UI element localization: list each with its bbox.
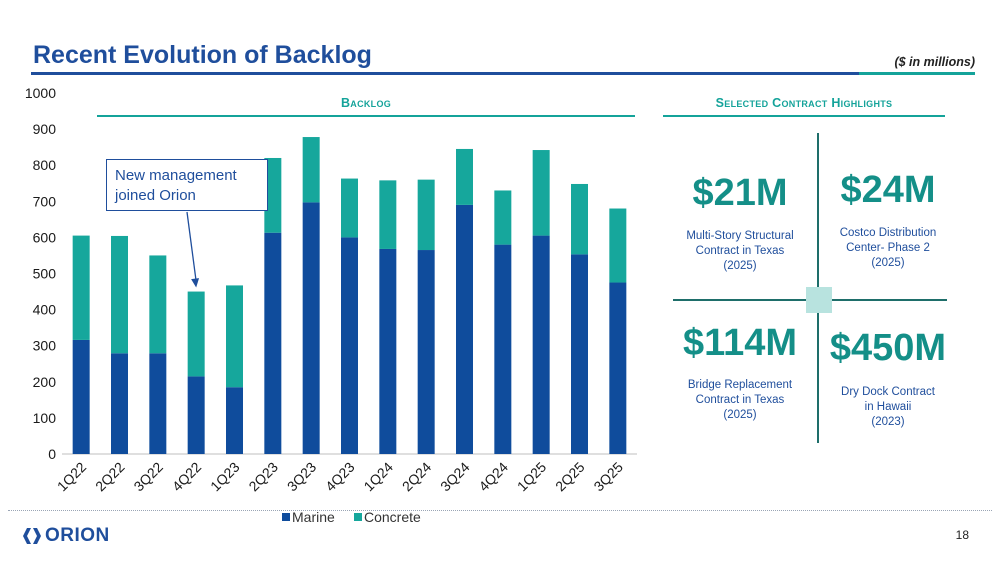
bar-concrete-3q24 [456, 148, 473, 205]
bar-marine-1q25 [532, 235, 550, 454]
title-rule-blue [31, 72, 859, 75]
backlog-section-heading: Backlog [340, 96, 392, 110]
title-rule-teal [859, 72, 975, 75]
bar-marine-3q24 [456, 204, 473, 454]
y-tick-label: 300 [33, 338, 57, 354]
y-tick-label: 900 [33, 121, 57, 137]
legend-swatch-concrete [354, 513, 362, 521]
bar-marine-1q23 [226, 387, 243, 454]
orion-logo: ORION [22, 525, 110, 546]
x-tick-label: 1Q22 [54, 459, 90, 495]
highlights-section-heading: Selected Contract Highlights [715, 96, 893, 110]
legend-label-concrete: Concrete [364, 509, 421, 525]
bar-marine-2q22 [111, 353, 128, 454]
highlight-value-4: $450M [829, 327, 947, 369]
x-tick-label: 2Q24 [399, 459, 435, 495]
highlight-value-2: $24M [840, 169, 936, 211]
bar-concrete-3q22 [149, 255, 167, 354]
y-tick-label: 1000 [25, 85, 56, 101]
bar-concrete-1q23 [226, 285, 243, 388]
highlight-desc-4: Dry Dock Contract in Hawaii (2023) [841, 386, 935, 428]
orion-logo-text: ORION [45, 525, 110, 546]
bar-marine-3q23 [302, 202, 320, 454]
x-tick-label: 1Q24 [360, 459, 396, 495]
bar-marine-4q24 [494, 244, 512, 454]
y-tick-label: 500 [33, 266, 57, 282]
bar-concrete-2q24 [417, 179, 435, 251]
x-tick-label: 4Q24 [475, 459, 511, 495]
bar-marine-2q24 [417, 250, 435, 454]
backlog-chart: 0 100 200 300 400 500 600 700 800 900 1000 1Q22 2Q22… [25, 85, 637, 525]
annotation-arrow-head [191, 278, 200, 288]
highlight-desc-3: Bridge Replacement Contract in Texas (2025… [687, 379, 793, 421]
y-tick-label: 0 [48, 446, 56, 462]
quadrant-center-square [806, 287, 832, 313]
y-tick-label: 800 [33, 157, 57, 173]
y-tick-label: 600 [33, 229, 57, 245]
highlight-desc-1: Multi-Story Structural Contract in Texas(… [686, 230, 794, 272]
bar-marine-4q23 [341, 237, 358, 454]
bar-concrete-3q23 [302, 137, 320, 203]
legend-label-marine: Marine [292, 509, 335, 525]
bar-concrete-2q22 [111, 235, 128, 354]
orion-logo-icon [23, 528, 41, 544]
x-tick-label: 2Q22 [92, 459, 128, 495]
annotation-callout: New management joined Orion [106, 159, 268, 211]
bar-concrete-4q24 [494, 190, 512, 245]
backlog-section-rule [97, 115, 635, 117]
y-tick-label: 100 [33, 410, 57, 426]
bar-marine-2q23 [264, 232, 282, 454]
units-note: ($ in millions) [894, 55, 975, 69]
bar-concrete-4q22 [187, 291, 205, 377]
footer-rule [8, 510, 992, 511]
x-tick-label: 3Q22 [130, 459, 166, 495]
highlight-value-3: $114M [682, 322, 798, 364]
bar-marine-4q22 [187, 376, 205, 454]
annotation-line-1: New management [115, 167, 237, 184]
x-tick-label: 2Q23 [245, 459, 281, 495]
bar-concrete-2q23 [264, 157, 282, 233]
bar-concrete-1q22 [72, 235, 90, 340]
legend-swatch-marine [282, 513, 290, 521]
x-tick-label: 1Q23 [207, 459, 243, 495]
x-tick-label: 2Q25 [552, 459, 588, 495]
annotation-arrow-line [186, 211, 197, 282]
bar-marine-2q25 [571, 254, 588, 454]
x-tick-label: 3Q24 [437, 459, 473, 495]
x-tick-label: 4Q23 [322, 459, 358, 495]
bar-concrete-2q25 [571, 183, 588, 255]
bar-marine-1q22 [72, 339, 90, 454]
x-tick-label: 4Q22 [169, 459, 205, 495]
bar-concrete-1q25 [532, 150, 550, 236]
y-tick-label: 400 [33, 302, 57, 318]
bar-marine-3q25 [609, 282, 627, 454]
page-title: Recent Evolution of Backlog [33, 41, 372, 69]
highlight-value-1: $21M [692, 172, 788, 214]
annotation-line-2: joined Orion [115, 187, 196, 204]
x-tick-label: 1Q25 [514, 459, 550, 495]
bar-concrete-1q24 [379, 180, 397, 249]
y-tick-label: 700 [33, 193, 57, 209]
bar-marine-3q22 [149, 353, 167, 454]
page-number: 18 [955, 528, 969, 542]
bar-concrete-4q23 [341, 178, 358, 238]
y-tick-label: 200 [33, 374, 57, 390]
x-tick-label: 3Q25 [590, 459, 626, 495]
bar-concrete-3q25 [609, 208, 627, 283]
highlights-section-rule [663, 115, 945, 117]
highlight-desc-2: Costco Distribution Center- Phase 2 (2025) [839, 227, 937, 269]
x-tick-label: 3Q23 [284, 459, 320, 495]
bar-marine-1q24 [379, 248, 397, 454]
